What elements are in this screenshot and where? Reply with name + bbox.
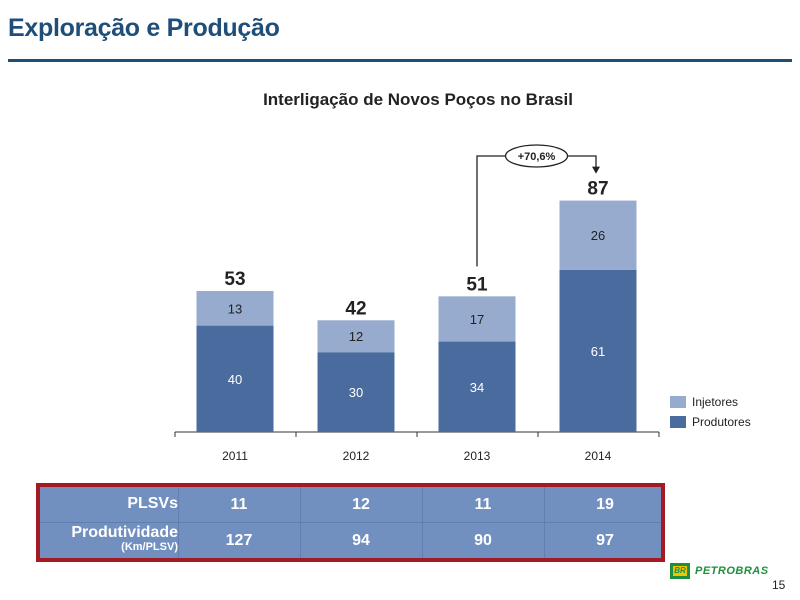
page-number: 15 [772,578,786,592]
bar-total-label: 53 [224,269,245,290]
growth-annotation-badge [504,144,569,168]
table-cell: 12 [352,496,370,513]
table-row-produtividade: Produtividade (Km/PLSV) 127 94 90 97 [40,523,661,558]
growth-annotation-text: +70,6% [518,151,556,163]
bar-total-label: 42 [345,298,366,319]
legend-swatch-produtores [670,416,686,428]
table-row-plsvs: PLSVs 11 12 11 19 [40,487,661,523]
bar-injetores-2013 [438,296,516,342]
table-cell: 19 [596,496,614,513]
chart-legend: Injetores Produtores [670,392,751,432]
title-divider [8,59,792,62]
br-logo-letters: BR [673,566,687,576]
row-label-plsvs: PLSVs [127,495,178,512]
table-cell: 127 [225,532,253,549]
legend-label-produtores: Produtores [692,415,751,429]
bar-value-label: 61 [591,344,605,359]
table-cell: 94 [352,532,370,549]
growth-bracket-arrow [592,166,600,174]
x-tick-label: 2013 [464,449,491,463]
bar-produtores-2014 [559,269,637,432]
table-cell: 11 [474,496,492,513]
x-tick-label: 2014 [585,449,612,463]
x-tick-label: 2012 [343,449,370,463]
bar-total-label: 87 [587,179,608,200]
bar-total-label: 51 [466,274,488,295]
bar-value-label: 26 [591,228,605,243]
logo-wordmark: PETROBRAS [695,565,769,577]
bar-value-label: 34 [470,380,484,395]
table-cell: 90 [474,532,492,549]
bar-produtores-2012 [317,352,395,432]
br-logo-icon: BR [670,563,690,579]
page-title: Exploração e Produção [8,14,280,42]
bar-value-label: 40 [228,372,242,387]
bar-produtores-2011 [196,325,274,432]
bar-value-label: 30 [349,385,363,400]
legend-swatch-injetores [670,396,686,408]
plsv-table: PLSVs 11 12 11 19 Produtividade (Km/PLSV… [36,483,665,562]
x-tick-label: 2011 [222,449,248,463]
bar-value-label: 13 [228,301,242,316]
table-cell: 97 [596,532,614,549]
bar-produtores-2013 [438,341,516,432]
bar-injetores-2012 [317,320,395,353]
legend-label-injetores: Injetores [692,395,739,409]
table-cell: 11 [230,496,248,513]
row-label-main: Produtividade [71,524,178,541]
bar-injetores-2011 [196,291,274,326]
bar-injetores-2014 [559,200,637,270]
bar-value-label: 17 [470,312,484,327]
bar-value-label: 12 [349,329,363,344]
legend-item-produtores: Produtores [670,412,751,432]
chart-title: Interligação de Novos Poços no Brasil [263,90,573,109]
petrobras-logo: BR PETROBRAS [670,563,769,579]
row-label-produtividade: Produtividade (Km/PLSV) [40,525,178,554]
legend-item-injetores: Injetores [670,392,751,412]
row-label-unit: (Km/PLSV) [121,541,178,553]
